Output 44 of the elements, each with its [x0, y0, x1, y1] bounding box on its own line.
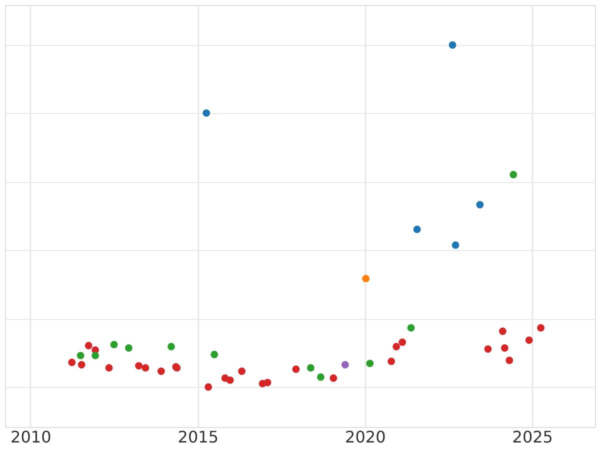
- point: [388, 358, 396, 366]
- point: [317, 373, 324, 381]
- point: [341, 361, 349, 368]
- point: [362, 274, 370, 282]
- point: [76, 352, 84, 360]
- point: [78, 361, 86, 368]
- point: [110, 340, 118, 348]
- point: [210, 350, 218, 358]
- point: [330, 374, 338, 382]
- point: [226, 376, 234, 384]
- point: [484, 345, 492, 353]
- point: [264, 378, 272, 386]
- point: [292, 366, 300, 373]
- point: [506, 356, 514, 364]
- point: [392, 342, 400, 350]
- point: [498, 328, 506, 335]
- point: [142, 364, 150, 372]
- x-tick-label: 2025: [512, 428, 553, 446]
- point: [105, 364, 113, 372]
- point: [84, 342, 92, 350]
- x-tick-label: 2015: [178, 428, 219, 446]
- point: [413, 226, 421, 234]
- point: [476, 201, 484, 208]
- point: [125, 344, 132, 352]
- point: [452, 241, 460, 249]
- point: [510, 170, 518, 178]
- x-tick-label: 2010: [10, 428, 52, 446]
- point: [448, 41, 456, 49]
- point: [92, 352, 100, 360]
- point: [306, 364, 314, 372]
- point: [500, 344, 508, 352]
- point: [204, 383, 212, 391]
- point: [366, 360, 374, 368]
- point: [68, 358, 76, 366]
- x-tick-label: 2020: [345, 428, 386, 446]
- point: [135, 362, 142, 370]
- point: [238, 368, 246, 375]
- point: [537, 324, 545, 332]
- point: [407, 324, 415, 332]
- point: [168, 342, 175, 350]
- point: [398, 338, 406, 346]
- point: [202, 109, 210, 117]
- point: [525, 336, 533, 344]
- point: [157, 368, 165, 375]
